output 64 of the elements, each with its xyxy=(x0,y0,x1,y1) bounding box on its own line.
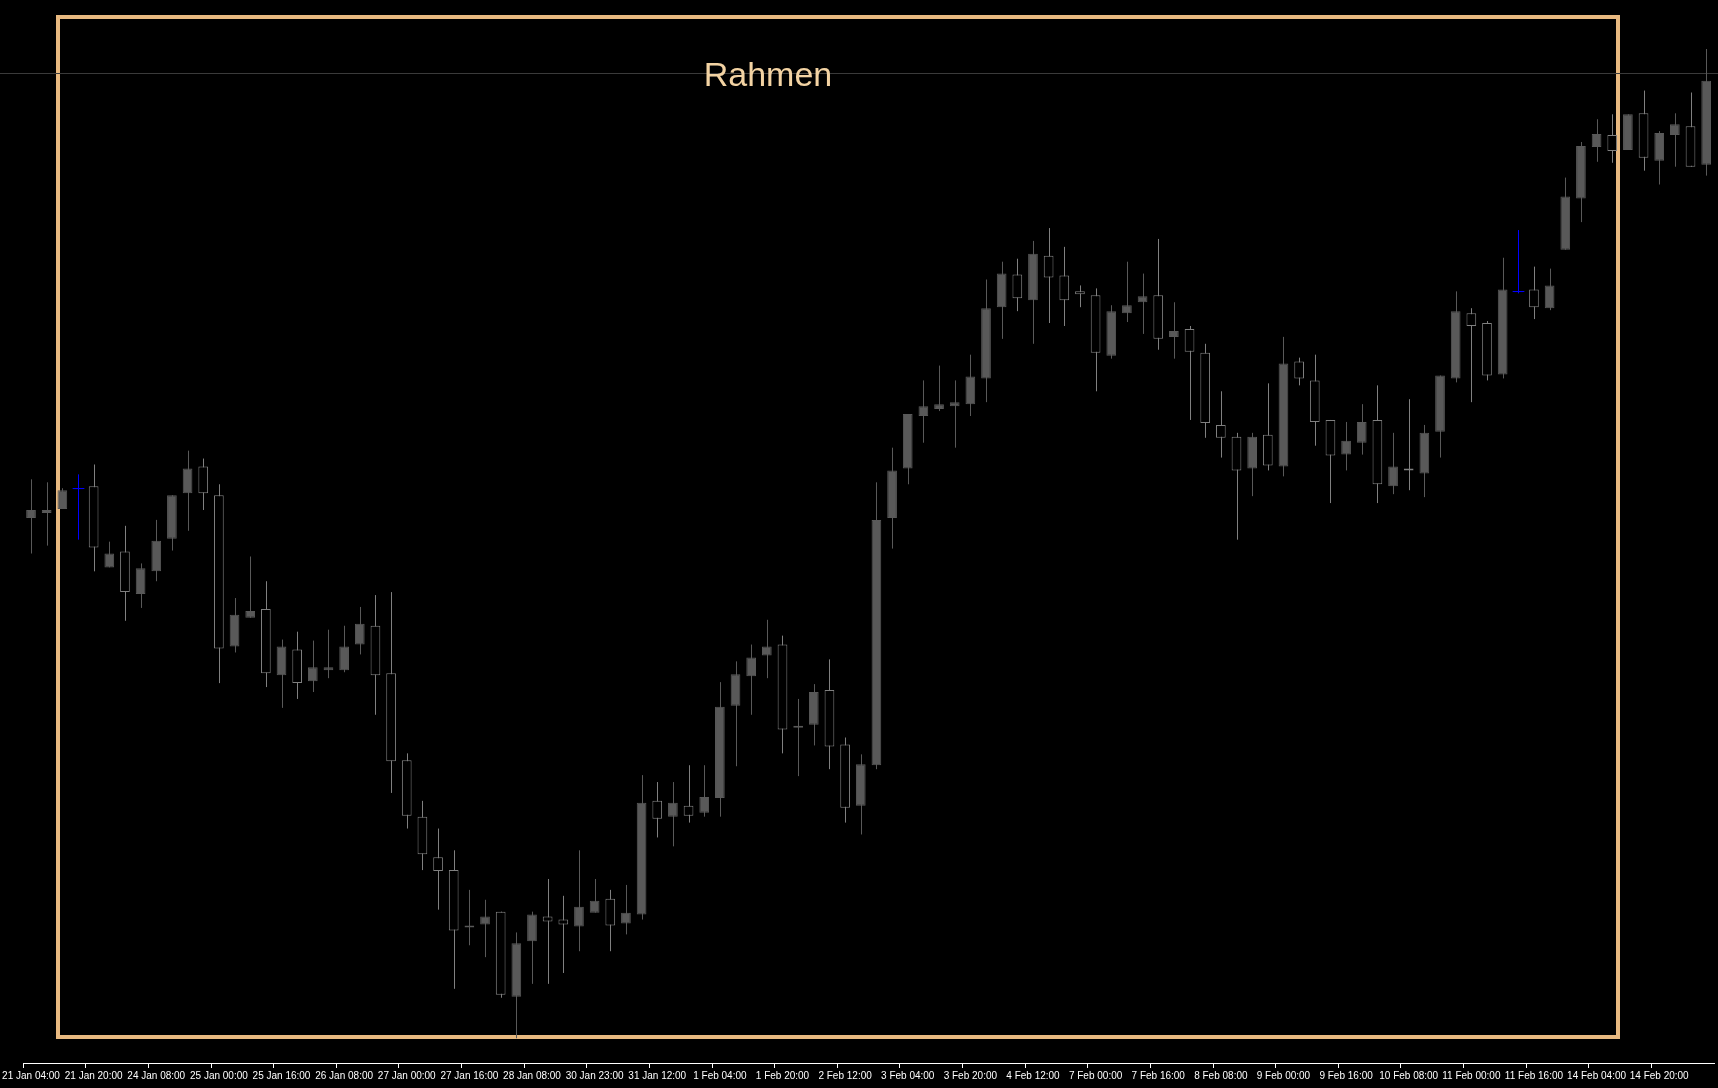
x-tick-label: 26 Jan 08:00 xyxy=(315,1069,374,1081)
x-tick-label: 3 Feb 04:00 xyxy=(881,1069,935,1081)
candlestick xyxy=(1043,227,1054,324)
candlestick xyxy=(182,450,193,532)
x-tick-label: 7 Feb 00:00 xyxy=(1068,1069,1123,1081)
candlestick xyxy=(918,379,929,444)
candlestick xyxy=(1356,403,1367,456)
candlestick xyxy=(1169,301,1179,360)
x-tick-label: 14 Feb 20:00 xyxy=(1629,1069,1690,1081)
candlestick xyxy=(339,625,349,673)
x-tick-label: 9 Feb 16:00 xyxy=(1319,1069,1374,1081)
candlestick xyxy=(1388,432,1398,495)
candlestick xyxy=(949,379,960,449)
candlestick xyxy=(1591,118,1602,163)
x-tick-label: 3 Feb 20:00 xyxy=(943,1069,998,1081)
x-tick-label: 24 Jan 08:00 xyxy=(127,1069,186,1081)
candlestick xyxy=(41,481,52,547)
candlestick xyxy=(1544,268,1555,311)
x-tick-label: 9 Feb 00:00 xyxy=(1256,1069,1311,1081)
candlestick xyxy=(1075,284,1085,308)
x-tick-label: 30 Jan 23:00 xyxy=(565,1069,624,1081)
candlestick xyxy=(621,884,631,935)
candlestick xyxy=(1184,325,1195,421)
x-tick-label: 11 Feb 00:00 xyxy=(1442,1069,1501,1081)
candlestick xyxy=(683,764,694,824)
x-tick-label: 1 Feb 04:00 xyxy=(693,1069,747,1081)
x-tick-label: 14 Feb 04:00 xyxy=(1567,1069,1627,1081)
x-tick-label: 27 Jan 00:00 xyxy=(377,1069,437,1081)
x-tick-label: 28 Jan 08:00 xyxy=(503,1069,562,1081)
candlestick xyxy=(574,849,584,952)
candlestick xyxy=(245,556,256,619)
x-tick-label: 25 Jan 16:00 xyxy=(252,1069,311,1081)
x-tick-label: 27 Jan 16:00 xyxy=(440,1069,499,1081)
x-tick-label: 7 Feb 16:00 xyxy=(1131,1069,1186,1081)
candlestick xyxy=(746,644,757,716)
candlestick xyxy=(323,629,334,679)
x-tick-label: 21 Jan 04:00 xyxy=(2,1069,61,1081)
candlestick xyxy=(652,781,663,838)
candlestick xyxy=(1122,261,1132,323)
candlestick xyxy=(354,606,365,655)
candlestick xyxy=(135,562,146,609)
x-tick-label: 1 Feb 20:00 xyxy=(755,1069,810,1081)
x-tick-label: 10 Feb 08:00 xyxy=(1379,1069,1439,1081)
x-tick-label: 11 Feb 16:00 xyxy=(1504,1069,1564,1081)
candlestick xyxy=(1670,112,1680,168)
candlestick xyxy=(1529,266,1539,320)
x-tick-label: 4 Feb 12:00 xyxy=(1006,1069,1061,1081)
candlestick xyxy=(542,878,553,985)
x-tick-label: 2 Feb 12:00 xyxy=(818,1069,873,1081)
annotation: Rahmen xyxy=(703,55,833,94)
candlestick xyxy=(934,365,944,412)
candlestick xyxy=(480,899,490,958)
candlestick xyxy=(1466,307,1477,403)
candlestick xyxy=(1059,246,1070,327)
x-tick-label: 31 Jan 12:00 xyxy=(628,1069,687,1081)
candlestick xyxy=(1012,258,1023,312)
x-tick-label: 8 Feb 08:00 xyxy=(1194,1069,1248,1081)
x-tick-label: 25 Jan 00:00 xyxy=(189,1069,249,1081)
candlestick xyxy=(1137,273,1148,335)
candlestick xyxy=(558,895,569,974)
x-tick-label: 21 Jan 20:00 xyxy=(64,1069,123,1081)
candlestick xyxy=(761,619,772,679)
candlestick xyxy=(26,478,36,555)
candlestick xyxy=(1294,357,1304,386)
